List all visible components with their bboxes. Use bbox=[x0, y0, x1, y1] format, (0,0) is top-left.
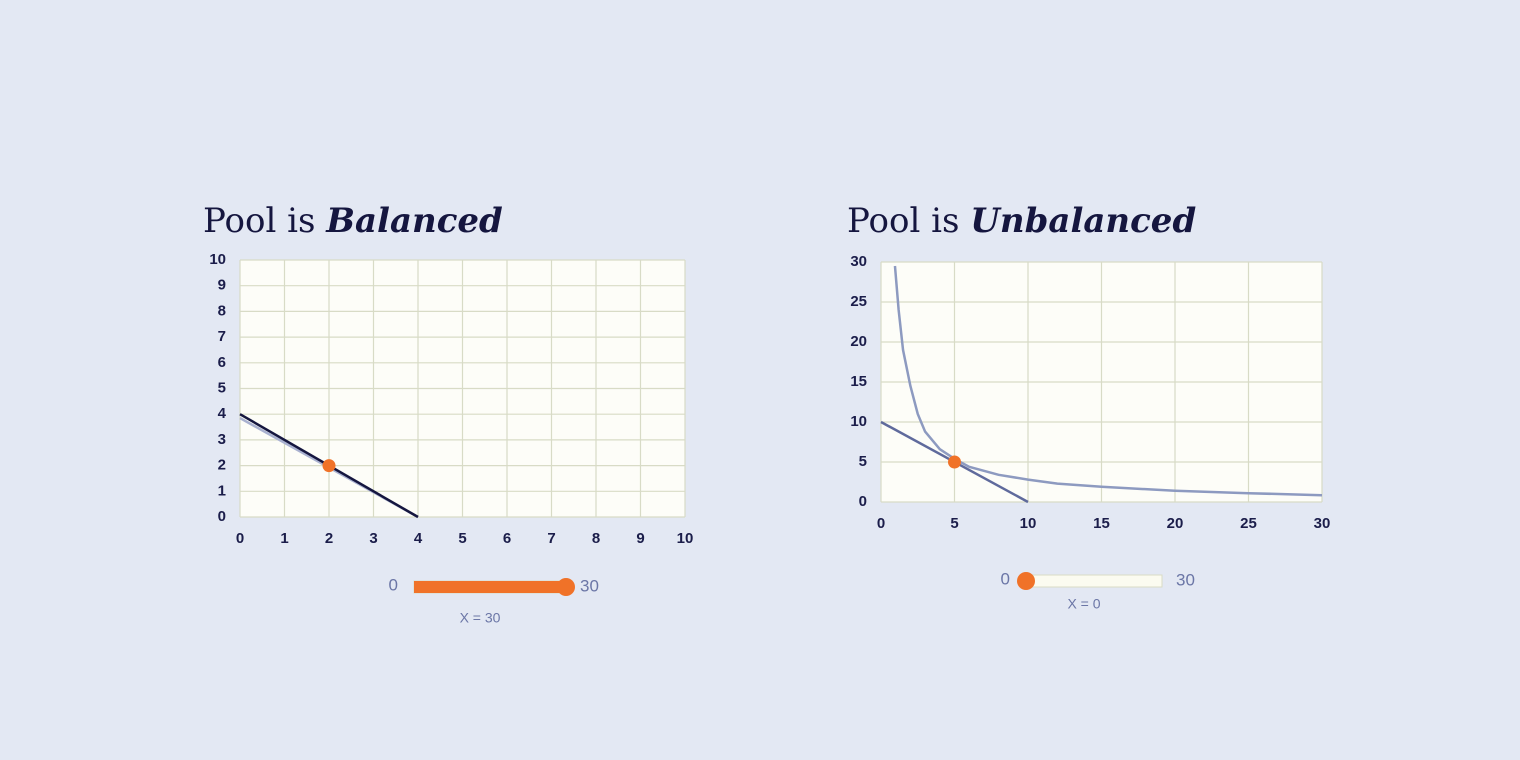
title-emphasis: Unbalanced bbox=[970, 201, 1196, 241]
y-tick-label: 5 bbox=[859, 453, 867, 470]
slider-min: 0 bbox=[1001, 569, 1010, 588]
x-tick-label: 7 bbox=[547, 530, 555, 547]
y-tick-label: 10 bbox=[850, 413, 867, 430]
y-tick-label: 9 bbox=[218, 277, 226, 294]
slider[interactable]: 0 30 X = 30 bbox=[389, 575, 599, 625]
slider-max: 30 bbox=[1176, 570, 1195, 589]
slider-thumb bbox=[557, 578, 575, 596]
slider-thumb bbox=[1017, 572, 1035, 590]
slider[interactable]: 0 30 X = 0 bbox=[1001, 569, 1195, 611]
x-tick-label: 9 bbox=[636, 530, 644, 547]
slider-label: X = 30 bbox=[460, 610, 501, 626]
slider-max: 30 bbox=[580, 576, 599, 595]
chart-title: Pool is Balanced bbox=[203, 201, 503, 241]
slider-label: X = 0 bbox=[1067, 596, 1100, 612]
chart-title: Pool is Unbalanced bbox=[847, 201, 1196, 241]
x-tick-label: 0 bbox=[236, 530, 244, 547]
y-tick-label: 0 bbox=[218, 508, 226, 525]
y-tick-label: 15 bbox=[850, 373, 867, 390]
y-tick-label: 10 bbox=[209, 251, 226, 268]
y-tick-label: 8 bbox=[218, 302, 226, 319]
x-tick-label: 6 bbox=[503, 530, 511, 547]
x-tick-label: 4 bbox=[414, 530, 423, 547]
curve bbox=[893, 265, 1323, 497]
slider-min: 0 bbox=[389, 575, 398, 594]
x-tick-label: 20 bbox=[1167, 515, 1184, 532]
x-tick-label: 15 bbox=[1093, 515, 1110, 532]
y-tick-label: 0 bbox=[859, 493, 867, 510]
y-tick-label: 4 bbox=[218, 405, 227, 422]
x-tick-label: 8 bbox=[592, 530, 600, 547]
point bbox=[322, 459, 336, 473]
y-tick-label: 20 bbox=[850, 333, 867, 350]
x-tick-label: 5 bbox=[950, 515, 958, 532]
x-tick-label: 0 bbox=[877, 515, 885, 532]
y-tick-label: 3 bbox=[218, 431, 226, 448]
title-prefix: Pool is bbox=[203, 201, 315, 241]
point bbox=[948, 455, 961, 469]
x-tick-label: 3 bbox=[369, 530, 377, 547]
y-tick-label: 30 bbox=[850, 253, 867, 270]
x-tick-label: 5 bbox=[458, 530, 466, 547]
y-tick-label: 6 bbox=[218, 354, 226, 371]
x-tick-label: 10 bbox=[1020, 515, 1037, 532]
x-tick-label: 2 bbox=[325, 530, 333, 547]
slider-track bbox=[1025, 574, 1163, 588]
y-tick-label: 1 bbox=[218, 482, 226, 499]
y-tick-label: 5 bbox=[218, 379, 226, 396]
y-tick-label: 2 bbox=[218, 457, 226, 474]
x-tick-label: 30 bbox=[1314, 515, 1331, 532]
x-tick-label: 25 bbox=[1240, 515, 1257, 532]
x-tick-label: 10 bbox=[677, 530, 694, 547]
y-tick-label: 25 bbox=[850, 293, 867, 310]
slider-fill bbox=[414, 581, 566, 593]
title-emphasis: Balanced bbox=[325, 201, 503, 241]
title-prefix: Pool is bbox=[847, 201, 959, 241]
y-tick-label: 7 bbox=[218, 328, 226, 345]
x-tick-label: 1 bbox=[280, 530, 288, 547]
